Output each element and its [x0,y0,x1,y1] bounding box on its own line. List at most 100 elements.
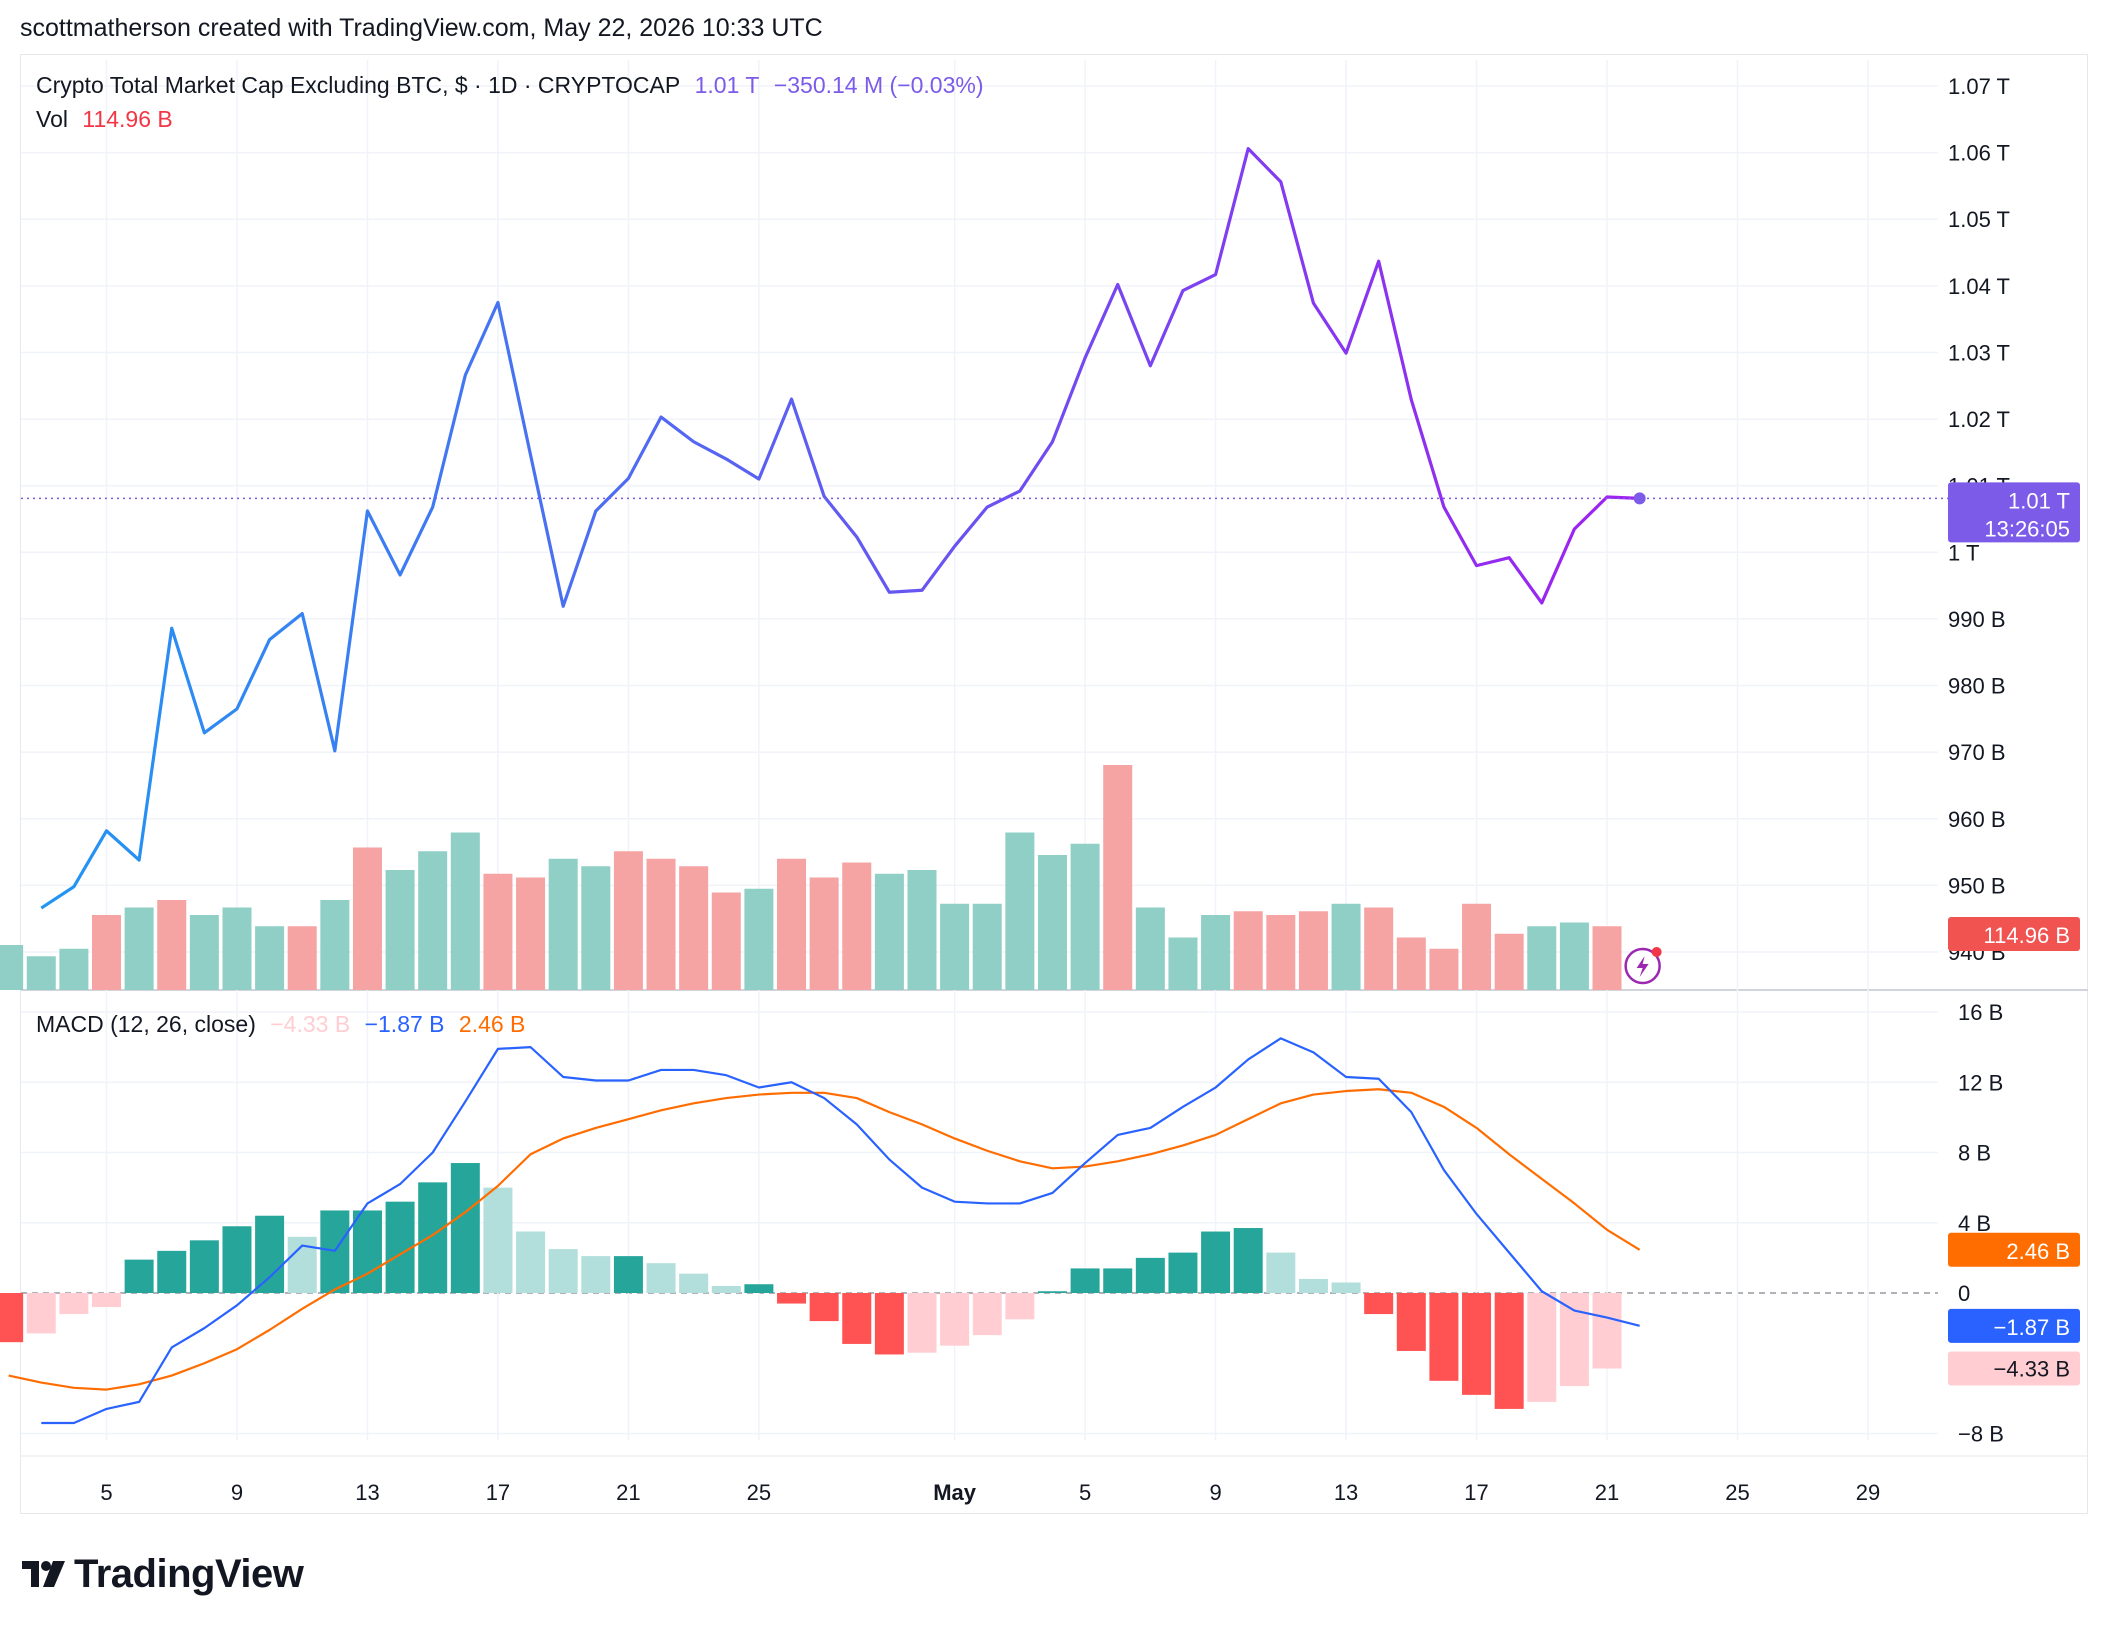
lightning-bolt-icon [1636,956,1649,977]
volume-bar [385,870,415,990]
price-tag-text: 13:26:05 [1984,516,2070,541]
macd-legend: MACD (12, 26, close) −4.33 B −1.87 B 2.4… [36,1011,533,1038]
macd-histogram-bar [1070,1268,1100,1293]
volume-bar [450,832,480,990]
macd-histogram-bar [874,1293,904,1355]
macd-histogram-value: −4.33 B [270,1011,351,1037]
price-tick-label: 960 B [1948,807,2006,832]
last-price-dot [1633,492,1646,505]
volume-bar [1070,843,1100,990]
volume-bar [483,873,513,990]
macd-histogram-bar [124,1259,154,1293]
signal-tag-text: 2.46 B [2006,1239,2070,1264]
volume-bar [1005,832,1035,990]
volume-bar [26,956,56,990]
macd-histogram-bar [1592,1293,1622,1369]
notification-dot-icon [1651,947,1662,957]
time-tick-label: 13 [355,1480,379,1505]
volume-bar [255,926,285,990]
macd-histogram-bar [613,1256,643,1293]
volume-bar [972,903,1002,990]
macd-label[interactable]: MACD (12, 26, close) [36,1011,256,1037]
macd-histogram-bar [26,1293,56,1334]
macd-histogram-bar [483,1187,513,1293]
macd-histogram-bar [1396,1293,1426,1351]
volume-bar [516,877,546,990]
volume-label[interactable]: Vol [36,106,68,132]
volume-bar [352,847,382,990]
price-tick-label: 980 B [1948,674,2006,699]
volume-bar [124,907,154,990]
macd-histogram-bar [1462,1293,1492,1395]
volume-bar [1429,948,1459,990]
macd-histogram-bar [809,1293,839,1322]
price-tag [1948,482,2080,543]
macd-histogram-bar [157,1250,187,1293]
volume-bar [1559,922,1589,990]
macd-tick-label: 4 B [1958,1211,1991,1236]
macd-signal-value: 2.46 B [458,1011,526,1037]
volume-bar [157,900,187,990]
price-tick-label: 1 T [1948,540,1979,565]
macd-tick-label: 8 B [1958,1141,1991,1166]
volume-bar [940,903,970,990]
volume-bar [1494,933,1524,990]
volume-bar [679,866,709,990]
macd-histogram-bar [581,1256,611,1293]
grid-lines [21,60,2088,1457]
macd-histogram-bar [972,1293,1002,1336]
price-tag-text: 1.01 T [2008,488,2070,513]
macd-histogram-bar [842,1293,872,1344]
signal-tag [1948,1232,2080,1267]
price-tick-label: 1.07 T [1948,74,2010,99]
price-tick-label: 1.03 T [1948,340,2010,365]
macd-histogram-bar [1364,1293,1394,1315]
time-tick-label: 21 [1595,1480,1619,1505]
price-tick-label: 1.05 T [1948,207,2010,232]
symbol-title[interactable]: Crypto Total Market Cap Excluding BTC, $… [36,72,681,98]
macd-histogram-bar [516,1231,546,1293]
hist-tag [1948,1351,2080,1386]
macd-histogram-bar [646,1263,676,1293]
volume-bar [189,915,219,990]
macd-tag [1948,1308,2080,1343]
time-axis[interactable]: 5 9 13 17 21 25 May 5 9 13 17 21 25 29 [100,1480,1880,1505]
macd-histogram-bar [385,1201,415,1293]
volume-bar [92,915,121,990]
time-tick-label: 5 [1079,1480,1091,1505]
macd-histogram-bar [189,1240,219,1293]
macd-tick-label: 12 B [1958,1070,2003,1095]
volume-bars [0,765,1622,990]
price-tick-label: 970 B [1948,740,2006,765]
time-tick-label: 9 [1209,1480,1221,1505]
price-tick-label: 1.06 T [1948,141,2010,166]
time-tick-label: May [933,1480,977,1505]
volume-bar [809,877,839,990]
volume-bar [744,888,774,990]
hist-tag-text: −4.33 B [1994,1357,2070,1382]
macd-tick-label: −8 B [1958,1422,2004,1447]
price-tick-label: 1.04 T [1948,274,2010,299]
macd-lines [8,1037,1641,1425]
volume-bar [1331,903,1361,990]
macd-histogram-bar [1201,1231,1231,1293]
macd-histogram-bar [1429,1293,1459,1381]
macd-histogram-bar [255,1215,285,1293]
price-series-line [40,147,1640,910]
macd-histogram-bar [0,1293,24,1343]
macd-histogram-bar [1168,1252,1198,1293]
price-tick-label: 950 B [1948,873,2006,898]
volume-bar [59,948,89,990]
volume-legend: Vol 114.96 B [36,106,181,133]
volume-bar [1103,765,1133,990]
macd-histogram-bar [940,1293,970,1346]
macd-histogram-bar [1298,1278,1328,1293]
volume-bar [581,866,611,990]
macd-histogram-bar [418,1182,448,1293]
time-tick-label: 13 [1334,1480,1358,1505]
volume-bar [1037,855,1067,990]
volume-bar [287,926,317,990]
tradingview-logo[interactable]: TradingView [22,1552,304,1596]
macd-histogram-bar [92,1293,121,1308]
